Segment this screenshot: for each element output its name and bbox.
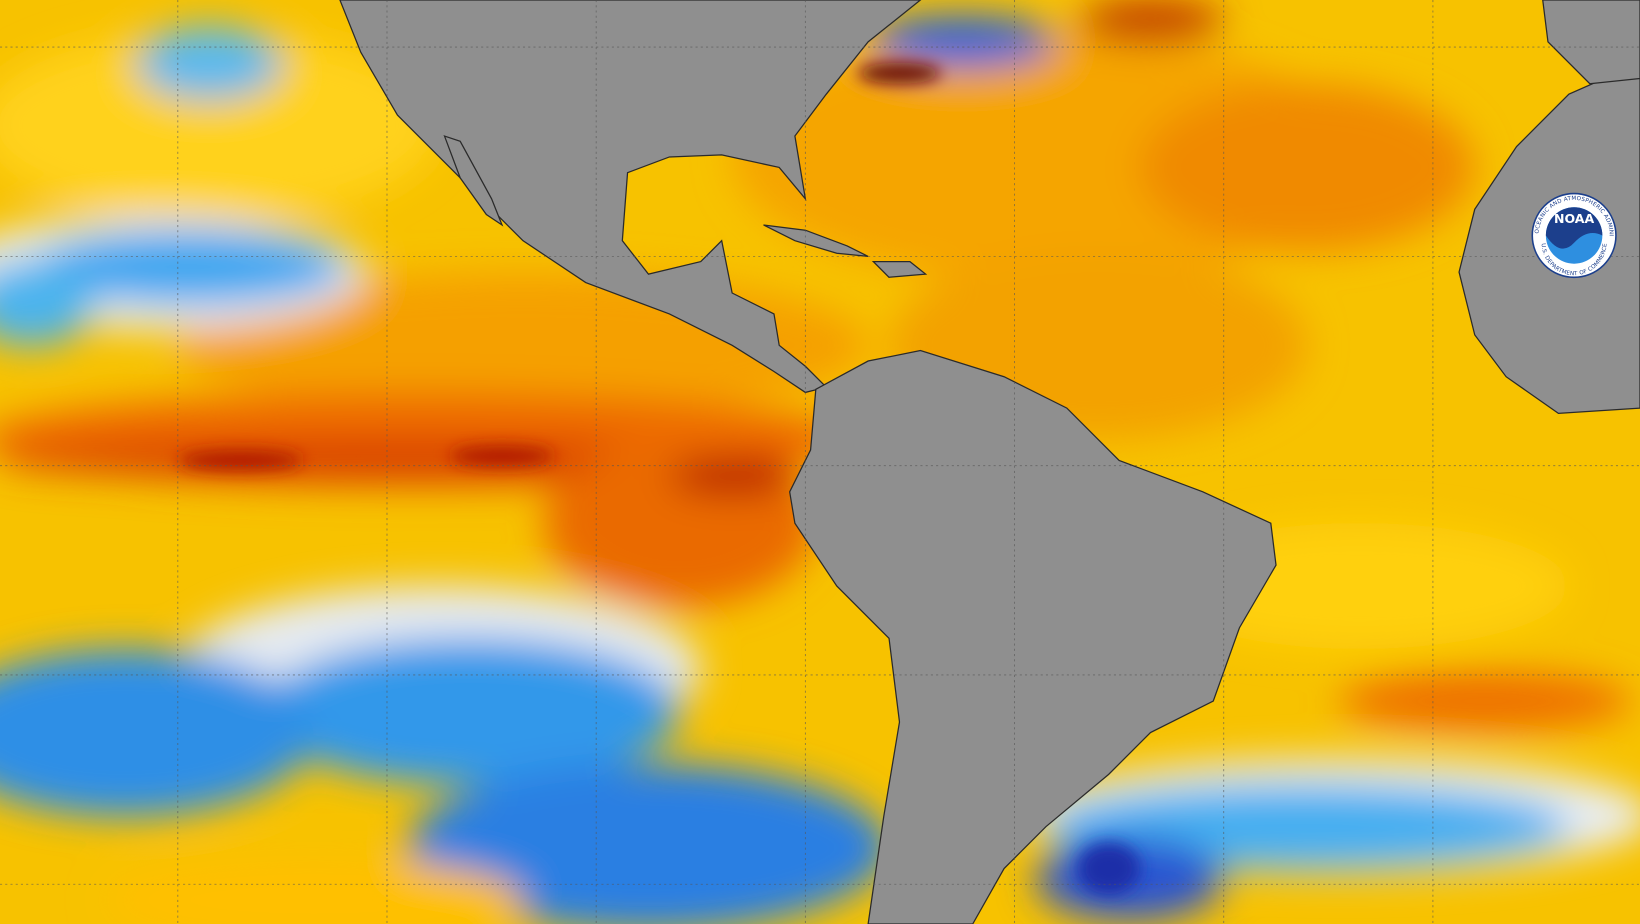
logo-wave	[1545, 207, 1603, 249]
logo-text: NOAA	[1554, 211, 1595, 226]
baja	[443, 135, 504, 227]
south-america	[789, 349, 1277, 924]
land	[339, 0, 1640, 924]
north-america	[339, 0, 922, 394]
hispaniola	[871, 260, 928, 278]
europe	[1542, 0, 1640, 85]
